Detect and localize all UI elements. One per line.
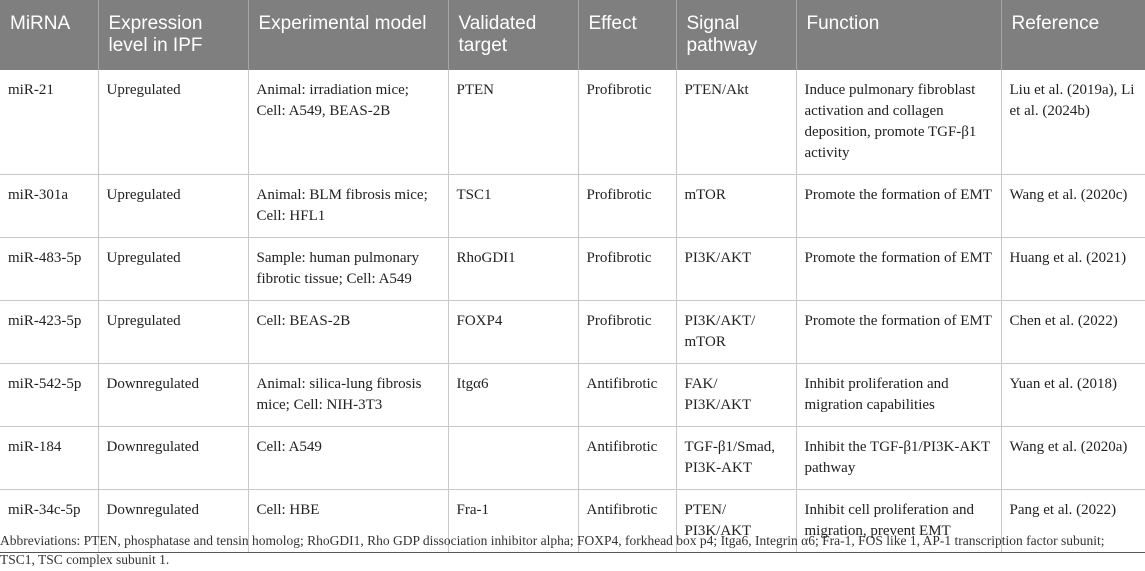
column-header: Signal pathway	[676, 0, 797, 70]
table-cell: Inhibit proliferation and migration capa…	[796, 363, 1002, 427]
table-cell: Huang et al. (2021)	[1001, 237, 1145, 301]
table-cell: RhoGDI1	[448, 237, 579, 301]
table-cell: PI3K/AKT	[676, 237, 797, 301]
table-cell: Upregulated	[98, 300, 249, 364]
table-cell: Induce pulmonary fibroblast activation a…	[796, 70, 1002, 175]
table-cell: TGF-β1/Smad, PI3K-AKT	[676, 426, 797, 490]
table-cell: Cell: BEAS-2B	[248, 300, 449, 364]
column-header: Experimental model	[248, 0, 449, 70]
table-cell: Profibrotic	[578, 237, 677, 301]
table-cell: Antifibrotic	[578, 363, 677, 427]
column-header: Effect	[578, 0, 677, 70]
column-header: Validated target	[448, 0, 579, 70]
table-body: miR-21 Upregulated Animal: irradiation mic…	[0, 70, 1145, 553]
column-header: Function	[796, 0, 1002, 70]
abbreviations-footnote: Abbreviations: PTEN, phosphatase and ten…	[0, 533, 1105, 567]
table-cell: miR-542-5p	[0, 363, 99, 427]
table-cell: miR-21	[0, 70, 99, 175]
table-cell: Wang et al. (2020c)	[1001, 174, 1145, 238]
column-header: Reference	[1001, 0, 1145, 70]
table-cell: Sample: human pulmonary fibrotic tissue;…	[248, 237, 449, 301]
table-cell: Upregulated	[98, 174, 249, 238]
table-cell: Cell: HBE	[248, 489, 449, 553]
table-cell: Antifibrotic	[578, 489, 677, 553]
table-cell: Promote the formation of EMT	[796, 174, 1002, 238]
table-cell: Fra-1	[448, 489, 579, 553]
table-cell: miR-483-5p	[0, 237, 99, 301]
table-cell: Animal: silica-lung fibrosis mice; Cell:…	[248, 363, 449, 427]
table-cell: Inhibit cell proliferation and migration…	[796, 489, 1002, 553]
table-cell: mTOR	[676, 174, 797, 238]
table-cell: Cell: A549	[248, 426, 449, 490]
table-cell: Profibrotic	[578, 174, 677, 238]
table-cell: Profibrotic	[578, 70, 677, 175]
column-header: Expression level in IPF	[98, 0, 249, 70]
table-cell: miR-184	[0, 426, 99, 490]
table-cell: FOXP4	[448, 300, 579, 364]
table-cell	[448, 426, 579, 490]
table-cell: Promote the formation of EMT	[796, 300, 1002, 364]
mirna-table: MiRNA Expression level in IPF Experimental…	[0, 0, 1145, 553]
table-cell: PTEN	[448, 70, 579, 175]
table-row: miR-301a Upregulated Animal: BLM fibrosis …	[0, 174, 1145, 238]
table-cell: Liu et al. (2019a), Li et al. (2024b)	[1001, 70, 1145, 175]
table-cell: FAK/ PI3K/AKT	[676, 363, 797, 427]
table-cell: Upregulated	[98, 237, 249, 301]
table-cell: Animal: irradiation mice; Cell: A549, BE…	[248, 70, 449, 175]
table-row: miR-542-5p Downregulated Animal: silica-lu…	[0, 363, 1145, 427]
table-row: miR-21 Upregulated Animal: irradiation mic…	[0, 70, 1145, 175]
table-cell: Itgα6	[448, 363, 579, 427]
column-header: MiRNA	[0, 0, 99, 70]
table-cell: miR-34c-5p	[0, 489, 99, 553]
table-cell: Profibrotic	[578, 300, 677, 364]
table-cell: Downregulated	[98, 426, 249, 490]
table-cell: PTEN/ PI3K/AKT	[676, 489, 797, 553]
table-row: miR-483-5p Upregulated Sample: human pulmo…	[0, 237, 1145, 301]
table-cell: Yuan et al. (2018)	[1001, 363, 1145, 427]
table-row: miR-34c-5p Downregulated Cell: HBE Fra-1 Ant…	[0, 489, 1145, 553]
table-cell: Antifibrotic	[578, 426, 677, 490]
table-cell: Downregulated	[98, 363, 249, 427]
table-cell: Downregulated	[98, 489, 249, 553]
table-cell: Animal: BLM fibrosis mice; Cell: HFL1	[248, 174, 449, 238]
table-cell: PTEN/Akt	[676, 70, 797, 175]
table-cell: Chen et al. (2022)	[1001, 300, 1145, 364]
table-cell: miR-301a	[0, 174, 99, 238]
header-row: MiRNA Expression level in IPF Experimental…	[0, 0, 1145, 70]
table-cell: Wang et al. (2020a)	[1001, 426, 1145, 490]
table-cell: miR-423-5p	[0, 300, 99, 364]
table-cell: PI3K/AKT/ mTOR	[676, 300, 797, 364]
table-cell: Pang et al. (2022)	[1001, 489, 1145, 553]
table-cell: Upregulated	[98, 70, 249, 175]
table-row: miR-184 Downregulated Cell: A549 Antifibrot…	[0, 426, 1145, 490]
table-cell: Inhibit the TGF-β1/PI3K-AKT pathway	[796, 426, 1002, 490]
table-cell: Promote the formation of EMT	[796, 237, 1002, 301]
table-cell: TSC1	[448, 174, 579, 238]
table-row: miR-423-5p Upregulated Cell: BEAS-2B FOXP4 P…	[0, 300, 1145, 364]
table-header: MiRNA Expression level in IPF Experimental…	[0, 0, 1145, 70]
